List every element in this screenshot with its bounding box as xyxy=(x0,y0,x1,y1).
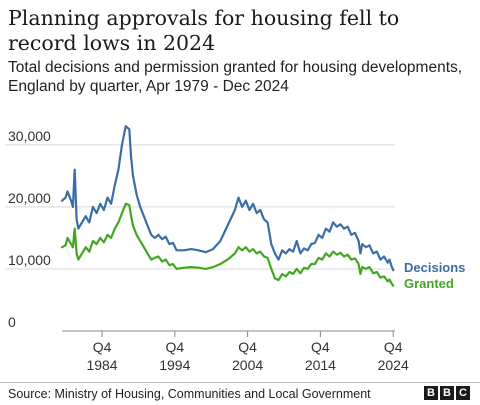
y-tick-label: 30,000 xyxy=(8,128,51,144)
x-tick-quarter: Q4 xyxy=(165,339,184,355)
x-tick-quarter: Q4 xyxy=(384,339,403,355)
source-note: Source: Ministry of Housing, Communities… xyxy=(8,387,371,401)
x-tick-year: 2014 xyxy=(305,357,336,373)
x-tick-quarter: Q4 xyxy=(238,339,257,355)
y-tick-label: 10,000 xyxy=(8,252,51,268)
bbc-logo-letter: B xyxy=(424,386,438,400)
legend-label-granted: Granted xyxy=(404,276,454,291)
x-tick-quarter: Q4 xyxy=(311,339,330,355)
chart-title: Planning approvals for housing fell to r… xyxy=(8,6,400,55)
series-line-decisions xyxy=(60,125,395,272)
bbc-logo-letter: C xyxy=(456,386,470,400)
x-tick-year: 2004 xyxy=(232,357,263,373)
chart-subtitle: Total decisions and permission granted f… xyxy=(8,59,463,95)
bbc-logo-letter: B xyxy=(440,386,454,400)
legend-label-decisions: Decisions xyxy=(404,260,465,275)
bbc-logo: B B C xyxy=(424,386,470,400)
x-tick-year: 2024 xyxy=(378,357,409,373)
x-tick-quarter: Q4 xyxy=(93,339,112,355)
footer-divider xyxy=(0,382,480,383)
y-tick-label: 20,000 xyxy=(8,190,51,206)
x-tick-year: 1994 xyxy=(159,357,190,373)
series-lines xyxy=(60,125,395,287)
x-tick-year: 1984 xyxy=(86,357,117,373)
series-line-granted xyxy=(60,202,395,287)
y-axis-labels: 0 10,000 20,000 30,000 xyxy=(8,128,51,330)
x-axis: Q4 1984 Q4 1994 Q4 2004 Q4 2014 Q4 2024 xyxy=(62,330,409,373)
y-tick-label: 0 xyxy=(8,314,16,330)
